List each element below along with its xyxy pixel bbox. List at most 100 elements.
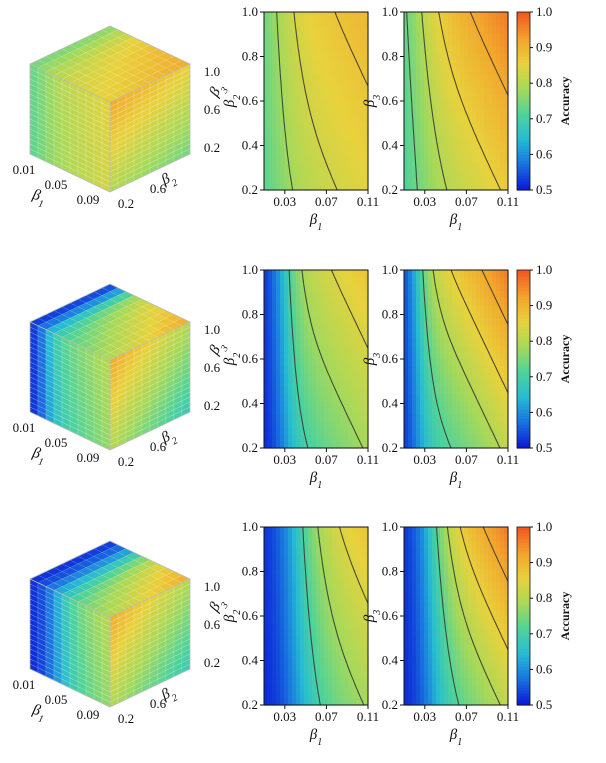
heatmap-cell xyxy=(312,698,317,706)
heatmap-cell xyxy=(440,73,445,82)
heatmap-cell xyxy=(288,533,293,542)
heatmap-cell xyxy=(276,317,281,326)
heatmap-cell xyxy=(468,324,473,333)
heatmap-cell xyxy=(296,169,301,177)
heatmap-cell xyxy=(360,677,365,686)
heatmap-cell xyxy=(460,183,465,191)
heatmap-cell xyxy=(460,39,465,47)
heatmap-cell xyxy=(408,386,413,394)
heatmap-cell xyxy=(304,32,309,40)
contour-line-5-0 xyxy=(422,269,452,449)
heatmap-cell xyxy=(288,155,293,164)
heatmap-cell xyxy=(432,128,437,136)
heatmap-cell xyxy=(420,53,425,61)
heatmap-cell xyxy=(356,372,361,381)
heatmap-cell xyxy=(492,46,497,54)
heatmap-cell xyxy=(360,53,365,61)
heatmap-cell xyxy=(320,554,325,562)
heatmap-cell xyxy=(440,114,445,123)
heatmap-cell xyxy=(356,304,361,312)
heatmap-cell xyxy=(280,73,285,82)
heatmap-cell xyxy=(472,290,477,298)
heatmap-cell xyxy=(360,393,365,401)
heatmap-cell xyxy=(404,148,409,157)
heatmap-cell xyxy=(456,297,461,305)
heatmap-cell xyxy=(492,107,497,116)
heatmap-cell xyxy=(304,372,309,381)
heatmap-cell xyxy=(324,657,329,665)
heatmap-cell xyxy=(332,80,337,88)
heatmap-cell xyxy=(272,561,277,569)
heatmap-cell xyxy=(468,441,473,449)
heatmap-cell xyxy=(452,142,457,150)
heatmap-cell xyxy=(500,379,505,387)
heatmap-cell xyxy=(492,406,497,415)
heatmap-cell xyxy=(352,441,357,449)
heatmap-cell xyxy=(364,365,369,374)
cube-y-axis-label-subscript: 2 xyxy=(170,692,180,704)
heatmap-cell xyxy=(336,372,341,381)
heatmap-cell xyxy=(488,406,493,415)
cube-y-tick-label: 0.6 xyxy=(150,181,167,196)
heatmap-cell xyxy=(304,359,309,367)
heatmap-cell xyxy=(432,331,437,340)
cube-x-axis-label: β1 xyxy=(29,445,47,468)
heatmap-cell xyxy=(416,345,421,353)
heatmap-cell xyxy=(476,393,481,401)
heatmap-cell xyxy=(304,691,309,699)
heatmap-cell xyxy=(264,94,269,102)
heatmap-cell xyxy=(288,684,293,692)
heatmap-cell xyxy=(468,698,473,706)
heatmap-cell xyxy=(444,87,449,95)
heatmap-cell xyxy=(360,183,365,191)
heatmap-cell xyxy=(288,527,293,535)
heatmap-cell xyxy=(356,162,361,171)
heatmap-cell xyxy=(432,270,437,278)
heatmap-cell xyxy=(496,338,501,346)
heatmap-cell xyxy=(452,379,457,387)
heatmap-cell xyxy=(460,698,465,706)
heatmap-cell xyxy=(456,345,461,353)
heatmap-cell xyxy=(496,169,501,177)
heatmap-cell xyxy=(336,87,341,95)
heatmap-cell xyxy=(336,114,341,123)
heatmap-cell xyxy=(480,66,485,75)
heatmap-cell xyxy=(288,609,293,617)
heatmap-cell xyxy=(476,434,481,442)
heatmap-cell xyxy=(464,32,469,40)
heatmap-cell xyxy=(420,169,425,177)
heatmap-cell xyxy=(280,574,285,583)
heatmap-cell xyxy=(276,183,281,191)
heatmap-cell xyxy=(296,59,301,68)
heatmap-cell xyxy=(296,66,301,75)
heatmap-cell xyxy=(492,379,497,387)
heatmap-cell xyxy=(476,276,481,285)
heatmap-cell xyxy=(272,609,277,617)
heatmap-cell xyxy=(340,80,345,88)
heatmap-cell xyxy=(292,629,297,638)
heatmap-cell xyxy=(436,345,441,353)
cube-x-tick-label: 0.01 xyxy=(13,420,36,435)
heatmap-cell xyxy=(268,609,273,617)
heatmap-cell xyxy=(296,643,301,651)
heatmap-cell xyxy=(324,114,329,123)
heatmap-cell xyxy=(360,547,365,555)
heatmap-cell xyxy=(272,18,277,27)
heatmap-cell xyxy=(296,554,301,562)
heatmap-cell xyxy=(436,338,441,346)
heatmap-cell xyxy=(324,636,329,644)
heatmap-cell xyxy=(336,12,341,20)
heatmap-cell xyxy=(268,53,273,61)
heatmap-cell xyxy=(428,434,433,442)
heatmap-cell xyxy=(428,698,433,706)
heatmap-cell xyxy=(340,162,345,171)
heatmap-cell xyxy=(404,176,409,184)
y-tick-label: 0.2 xyxy=(382,182,398,197)
heatmap-cell xyxy=(276,568,281,576)
heatmap-cell xyxy=(488,18,493,27)
heatmap-cell xyxy=(436,393,441,401)
heatmap-cell xyxy=(320,155,325,164)
heatmap-cell xyxy=(312,561,317,569)
heatmap-cell xyxy=(280,107,285,116)
heatmap-cell xyxy=(312,276,317,285)
